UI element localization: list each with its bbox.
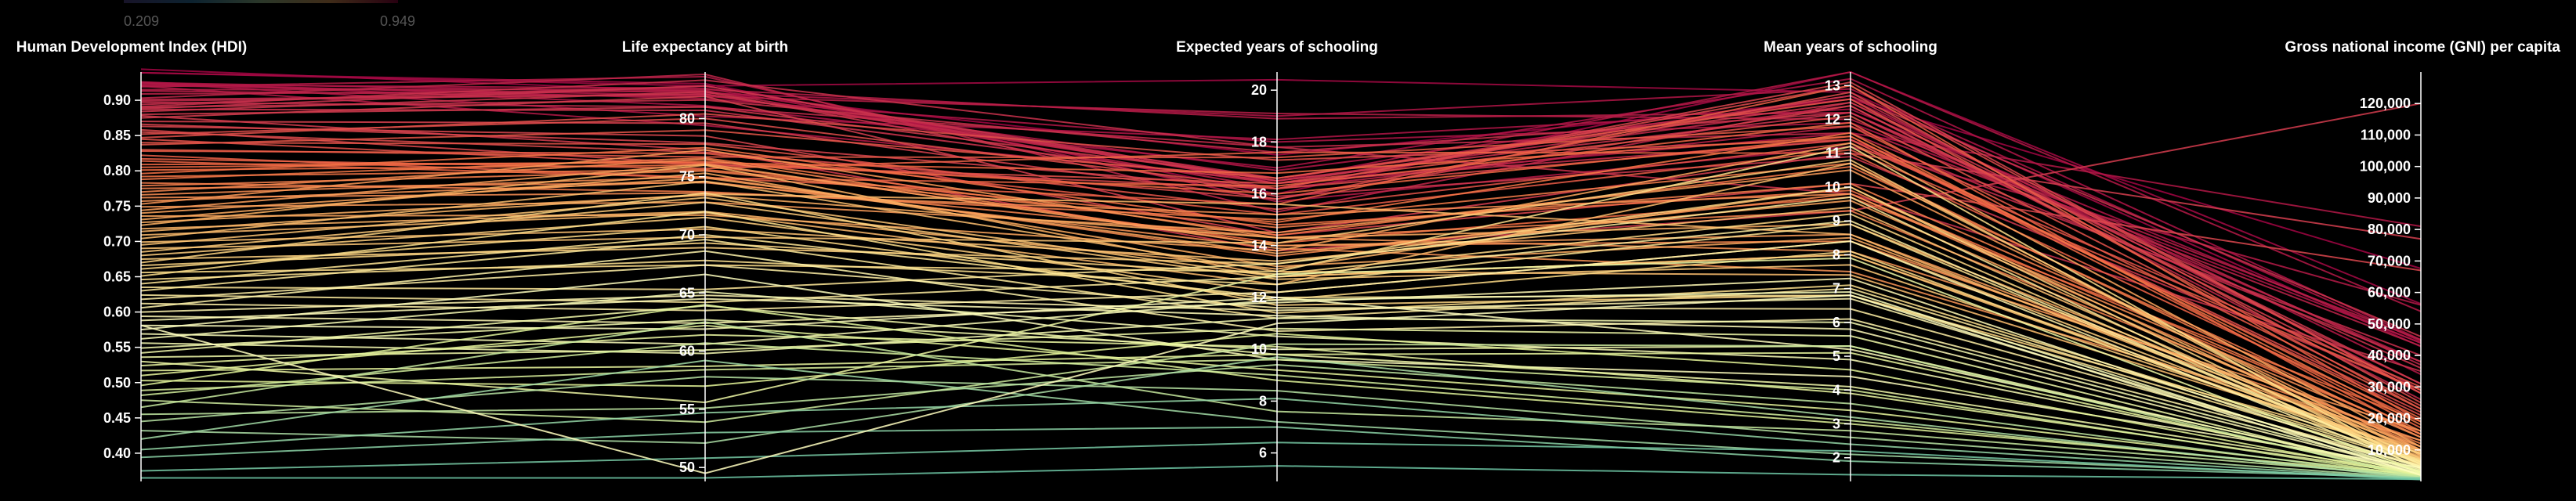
tick-label-gni: 110,000: [2361, 127, 2411, 142]
tick-label-hdi: 0.55: [103, 340, 131, 355]
tick-label-life: 70: [679, 227, 695, 243]
tick-label-mean_school: 11: [1825, 146, 1840, 161]
tick-label-mean_school: 13: [1825, 77, 1840, 93]
tick-label-gni: 20,000: [2368, 411, 2411, 427]
color-legend: 0.209 0.949: [124, 0, 415, 29]
tick-label-life: 50: [679, 460, 695, 475]
tick-label-exp_school: 12: [1251, 290, 1267, 305]
tick-label-hdi: 0.50: [103, 375, 131, 391]
axes: 0.90 0.85 0.80 0.75 0.70 0.65 0.60 0.55 0.50 0.45…: [16, 39, 2560, 481]
tick-label-mean_school: 5: [1833, 348, 1840, 364]
tick-label-hdi: 0.85: [103, 128, 131, 143]
tick-label-exp_school: 6: [1259, 445, 1267, 461]
tick-label-gni: 70,000: [2368, 253, 2411, 269]
data-lines: [140, 68, 2422, 481]
axis-mean_school: 13 12 11 10 9 8 7 6 5 4 3 2 Mean years of schooling: [1764, 39, 1937, 481]
tick-label-mean_school: 6: [1833, 315, 1840, 330]
tick-label-mean_school: 9: [1833, 213, 1840, 229]
tick-label-mean_school: 2: [1833, 450, 1840, 466]
country-line-114: [140, 442, 2422, 481]
axis-title-exp_school[interactable]: Expected years of schooling: [1176, 39, 1378, 56]
axis-exp_school: 20 18 16 14 12 10 8 6 Expected years of schoolin…: [1176, 39, 1378, 481]
tick-label-mean_school: 4: [1833, 382, 1840, 398]
country-line-113: [140, 426, 2422, 479]
tick-label-mean_school: 10: [1825, 179, 1840, 195]
tick-label-exp_school: 18: [1251, 134, 1267, 150]
tick-label-exp_school: 8: [1259, 393, 1267, 409]
axis-title-gni[interactable]: Gross national income (GNI) per capita: [2285, 39, 2560, 56]
tick-label-gni: 50,000: [2368, 316, 2411, 332]
tick-label-gni: 90,000: [2368, 190, 2411, 206]
tick-label-exp_school: 20: [1251, 82, 1267, 98]
axis-gni: 120,000 110,000 100,000 90,000 80,000 70,000 6…: [2285, 39, 2560, 481]
tick-label-exp_school: 14: [1251, 238, 1267, 254]
color-scale-bar: [124, 0, 398, 3]
axis-life: 80 75 70 65 60 55 50 Life expectancy at birth: [622, 39, 788, 481]
tick-label-gni: 80,000: [2368, 222, 2411, 237]
tick-label-mean_school: 12: [1825, 112, 1840, 128]
tick-label-mean_school: 7: [1833, 281, 1840, 297]
tick-label-mean_school: 8: [1833, 247, 1840, 262]
tick-label-hdi: 0.65: [103, 269, 131, 285]
tick-label-gni: 10,000: [2368, 442, 2411, 458]
axis-title-hdi[interactable]: Human Development Index (HDI): [16, 39, 248, 56]
tick-label-life: 65: [679, 285, 695, 301]
tick-label-hdi: 0.75: [103, 198, 131, 214]
tick-label-life: 75: [679, 169, 695, 185]
country-line-73: [140, 186, 2422, 466]
axis-title-life[interactable]: Life expectancy at birth: [622, 39, 788, 56]
axis-hdi: 0.90 0.85 0.80 0.75 0.70 0.65 0.60 0.55 0.50 0.45…: [16, 39, 248, 481]
tick-label-hdi: 0.70: [103, 233, 131, 249]
tick-label-exp_school: 10: [1251, 341, 1267, 357]
tick-label-hdi: 0.80: [103, 163, 131, 178]
color-scale-max-label: 0.949: [380, 13, 415, 29]
tick-label-life: 55: [679, 402, 695, 417]
tick-label-hdi: 0.90: [103, 92, 131, 108]
tick-label-life: 80: [679, 110, 695, 126]
tick-label-gni: 30,000: [2368, 379, 2411, 395]
tick-label-exp_school: 16: [1251, 186, 1267, 202]
country-line-101: [140, 324, 2422, 477]
tick-label-gni: 120,000: [2360, 96, 2411, 111]
color-scale-min-label: 0.209: [124, 13, 159, 29]
axis-title-mean_school[interactable]: Mean years of schooling: [1764, 39, 1937, 56]
tick-label-gni: 60,000: [2368, 285, 2411, 301]
tick-label-hdi: 0.60: [103, 305, 131, 320]
tick-label-life: 60: [679, 344, 695, 359]
tick-label-gni: 100,000: [2360, 159, 2411, 175]
country-line-95: [140, 319, 2422, 475]
tick-label-gni: 40,000: [2368, 348, 2411, 363]
tick-label-hdi: 0.40: [103, 445, 131, 461]
tick-label-hdi: 0.45: [103, 410, 131, 426]
tick-label-mean_school: 3: [1833, 416, 1840, 432]
